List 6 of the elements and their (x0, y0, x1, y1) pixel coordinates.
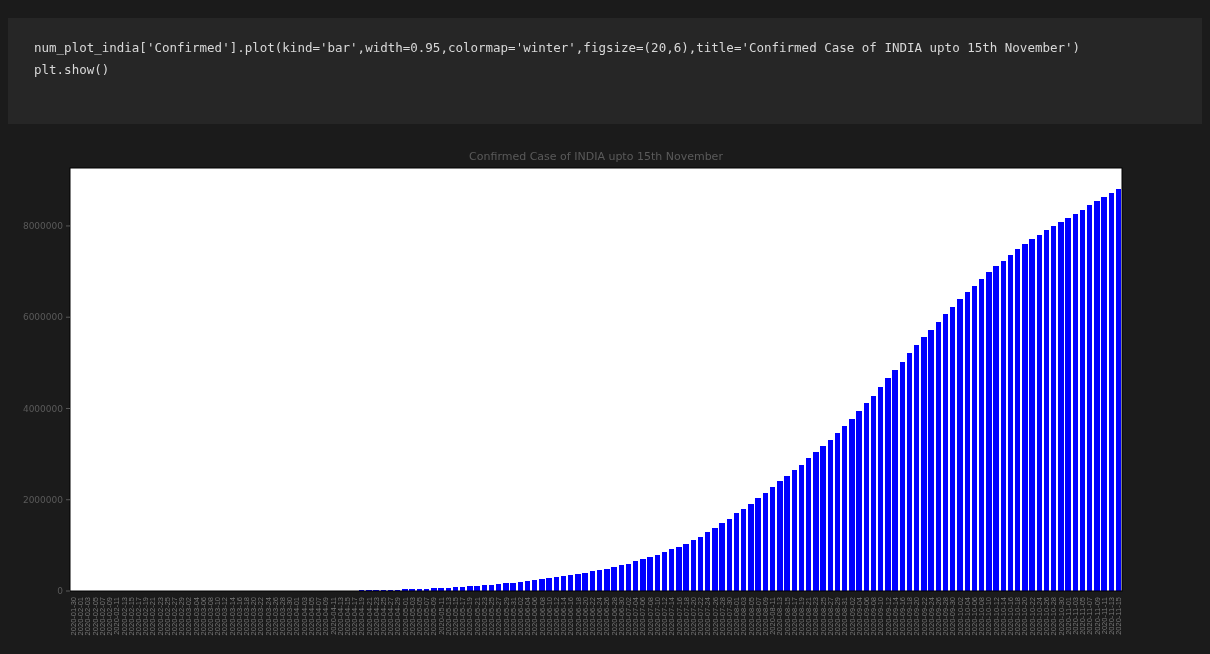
chart-title: Confirmed Case of INDIA upto 15th November (469, 150, 724, 163)
text: num_plot_india['Confirmed'].plot(kind='bar',width=0.95,colormap='winter',figsize=(20,6),title='Confirmed Case of INDIA upto 15th November') (34, 40, 1081, 55)
y-tick-label: 8000000 (22, 221, 64, 232)
y-tick-label: 4000000 (22, 403, 64, 414)
y-tick-label: 2000000 (22, 494, 64, 505)
text: plt.show() (34, 62, 110, 77)
